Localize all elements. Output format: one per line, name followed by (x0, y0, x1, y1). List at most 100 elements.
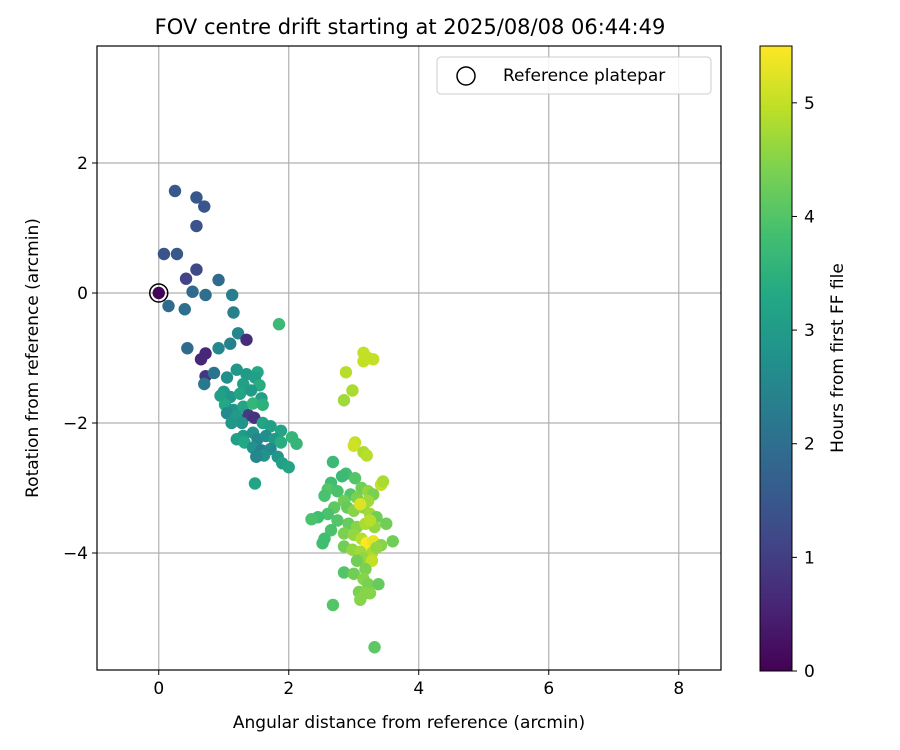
legend-label: Reference platepar (503, 66, 665, 86)
data-point (186, 285, 199, 298)
plot-frame (96, 45, 722, 671)
data-point (326, 455, 340, 469)
data-point (282, 461, 295, 474)
data-point (162, 299, 175, 313)
data-point (194, 353, 208, 366)
data-point (360, 449, 373, 462)
data-point (324, 524, 338, 537)
data-point (256, 398, 269, 411)
x-tick-label: 6 (543, 679, 554, 699)
x-tick-label: 2 (283, 679, 294, 699)
colorbar-gradient (759, 45, 793, 672)
data-point (337, 566, 351, 579)
colorbar-ticks: 0 1 2 3 4 5 (792, 94, 815, 682)
data-point (331, 514, 344, 527)
x-axis-ticks: 0 2 4 6 8 (153, 670, 684, 699)
data-point (376, 475, 390, 488)
data-point (363, 514, 377, 527)
colorbar-tick-label: 2 (804, 435, 815, 455)
data-point (359, 563, 372, 576)
data-point (230, 363, 243, 376)
x-tick-label: 8 (673, 679, 684, 699)
data-point (331, 485, 344, 498)
colorbar-tick-label: 1 (804, 548, 815, 568)
data-point (220, 407, 234, 420)
data-point (365, 554, 379, 567)
x-axis-label: Angular distance from reference (arcmin) (233, 713, 585, 733)
data-point (170, 247, 184, 261)
data-point (386, 535, 399, 548)
chart-title: FOV centre drift starting at 2025/08/08 … (155, 15, 666, 39)
data-point (264, 420, 277, 433)
data-point (212, 273, 225, 287)
legend-marker-icon (456, 66, 476, 86)
data-point (179, 272, 193, 285)
y-axis-ticks: −4 −2 0 2 (63, 154, 97, 564)
data-point (274, 436, 288, 449)
y-tick-label: 0 (77, 284, 88, 304)
data-point (220, 371, 234, 384)
data-point (337, 394, 351, 407)
data-point (198, 377, 211, 391)
data-point (168, 184, 182, 198)
data-point (190, 219, 203, 233)
data-point (231, 327, 245, 340)
data-point (240, 333, 253, 346)
data-point (246, 397, 260, 410)
grid-lines (97, 46, 721, 670)
data-point (198, 200, 211, 213)
legend-box (436, 56, 712, 95)
data-point (347, 567, 360, 580)
colorbar-tick-label: 4 (804, 207, 815, 227)
data-point (190, 191, 203, 204)
data-point (157, 247, 171, 261)
data-point (181, 342, 194, 355)
data-point (346, 384, 359, 397)
data-point (316, 537, 329, 550)
data-point (354, 498, 367, 511)
reference-marker (149, 283, 169, 303)
data-point (305, 513, 318, 526)
data-point (250, 450, 263, 463)
data-point (274, 424, 288, 437)
data-point (199, 288, 212, 302)
colorbar: 0 1 2 3 4 5 Hours from first FF file (759, 45, 848, 682)
data-point (326, 598, 340, 612)
data-points (152, 184, 399, 654)
colorbar-label: Hours from first FF file (828, 263, 848, 453)
colorbar-tick-label: 5 (804, 94, 815, 114)
y-tick-label: −2 (63, 414, 88, 434)
data-point (370, 541, 383, 554)
data-point (354, 593, 367, 606)
data-point (207, 366, 221, 380)
data-point (363, 587, 377, 600)
legend: Reference platepar (436, 56, 712, 95)
data-point (372, 578, 385, 591)
reference-point (149, 283, 169, 303)
data-point (347, 439, 360, 452)
data-point (212, 342, 225, 355)
data-point (335, 470, 349, 483)
colorbar-tick-label: 0 (804, 662, 815, 682)
data-point (272, 318, 286, 331)
x-tick-label: 4 (413, 679, 424, 699)
data-point (339, 366, 353, 379)
data-point (178, 303, 191, 316)
x-tick-label: 0 (153, 679, 164, 699)
data-point (152, 286, 165, 300)
data-point (244, 384, 258, 397)
y-tick-label: −4 (63, 544, 88, 564)
y-axis-label: Rotation from reference (arcmin) (23, 218, 43, 498)
data-point (348, 472, 362, 485)
y-tick-label: 2 (77, 154, 88, 174)
data-point (225, 416, 238, 430)
data-point (235, 416, 249, 430)
data-point (190, 263, 203, 276)
data-point (337, 527, 351, 540)
data-point (357, 355, 370, 368)
data-point (248, 477, 262, 490)
data-point (321, 507, 334, 521)
data-point (227, 306, 240, 319)
data-point (318, 489, 331, 502)
